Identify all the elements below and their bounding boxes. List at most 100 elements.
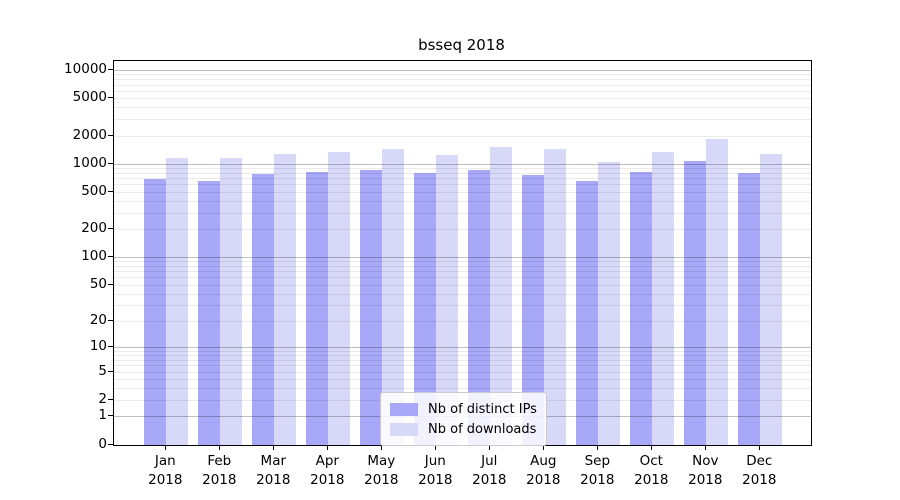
y-tick-label: 5 [98,362,107,379]
bar-downloads [166,158,189,445]
minor-gridline [114,167,811,169]
minor-gridline [114,271,811,273]
bar-distinct-ips [306,171,329,445]
minor-gridline [114,228,811,230]
minor-gridline [114,355,811,357]
x-tick-mark [327,445,329,450]
x-tick-mark [705,445,707,450]
bar-distinct-ips [468,169,491,445]
bar-downloads [328,152,351,445]
y-tick-label: 100 [81,247,107,264]
x-tick-mark [597,445,599,450]
bar-distinct-ips [360,170,383,445]
legend-label-distinct-ips: Nb of distinct IPs [428,401,537,417]
minor-gridline [114,379,811,381]
minor-gridline [114,98,811,100]
x-tick-label: Jun 2018 [418,453,453,488]
x-tick-mark [273,445,275,450]
y-tick-mark [108,346,113,348]
y-tick-mark [108,319,113,321]
minor-gridline [114,200,811,202]
y-tick-mark [108,398,113,400]
minor-gridline [114,284,811,286]
bar-downloads [274,153,297,445]
bar-distinct-ips [414,172,437,445]
y-tick-mark [108,283,113,285]
bar-downloads [544,149,567,445]
minor-gridline [114,304,811,306]
bar-distinct-ips [576,180,599,445]
bar-downloads [706,138,729,445]
y-tick-mark [108,97,113,99]
x-tick-label: Dec 2018 [742,453,777,488]
y-tick-mark [108,134,113,136]
legend-label-downloads: Nb of downloads [428,421,537,437]
y-tick-mark [108,162,113,164]
y-tick-label: 2000 [72,126,107,143]
minor-gridline [114,191,811,193]
x-tick-mark [381,445,383,450]
minor-gridline [114,84,811,86]
bar-distinct-ips [522,174,545,445]
y-tick-label: 20 [89,311,107,328]
y-tick-label: 50 [89,275,107,292]
x-tick-label: Feb 2018 [202,453,237,488]
minor-gridline [114,365,811,367]
y-tick-label: 10000 [64,61,107,78]
y-tick-label: 2 [98,390,107,407]
minor-gridline [114,277,811,279]
bar-downloads [490,147,513,445]
bar-downloads [760,154,783,445]
minor-gridline [114,178,811,180]
y-tick-label: 0 [98,435,107,452]
bar-downloads [652,152,675,445]
y-tick-mark [108,227,113,229]
legend-swatch-distinct-ips [390,402,418,416]
gridlines-layer [114,61,811,445]
bar-downloads [598,162,621,445]
x-tick-mark [759,445,761,450]
bar-distinct-ips [738,173,761,445]
y-tick-mark [108,69,113,71]
major-gridline [114,70,811,72]
minor-gridline [114,119,811,121]
bar-downloads [436,154,459,445]
x-tick-mark [435,445,437,450]
minor-gridline [114,359,811,361]
x-tick-label: Mar 2018 [256,453,291,488]
x-tick-mark [651,445,653,450]
minor-gridline [114,74,811,76]
y-tick-label: 500 [81,182,107,199]
major-gridline [114,347,811,349]
y-tick-mark [108,415,113,417]
legend-item-distinct-ips: Nb of distinct IPs [390,399,537,419]
y-tick-label: 200 [81,219,107,236]
x-tick-label: Nov 2018 [688,453,723,488]
minor-gridline [114,184,811,186]
legend: Nb of distinct IPs Nb of downloads [380,392,547,446]
x-tick-label: May 2018 [364,453,399,488]
minor-gridline [114,388,811,390]
minor-gridline [114,320,811,322]
minor-gridline [114,107,811,109]
x-tick-label: Jul 2018 [472,453,507,488]
minor-gridline [114,90,811,92]
bar-distinct-ips [252,173,275,445]
x-tick-label: Apr 2018 [310,453,345,488]
bars-layer [114,61,811,445]
x-tick-mark [219,445,221,450]
major-gridline [114,256,811,258]
x-tick-label: Aug 2018 [526,453,561,488]
x-tick-label: Sep 2018 [580,453,615,488]
bar-downloads [382,149,405,445]
bar-downloads [220,158,243,445]
y-tick-label: 1000 [72,154,107,171]
y-tick-mark [108,255,113,257]
legend-item-downloads: Nb of downloads [390,419,537,439]
minor-gridline [114,135,811,137]
bar-distinct-ips [198,181,221,445]
minor-gridline [114,172,811,174]
x-tick-label: Oct 2018 [634,453,669,488]
y-tick-mark [108,190,113,192]
bar-distinct-ips [144,179,167,445]
